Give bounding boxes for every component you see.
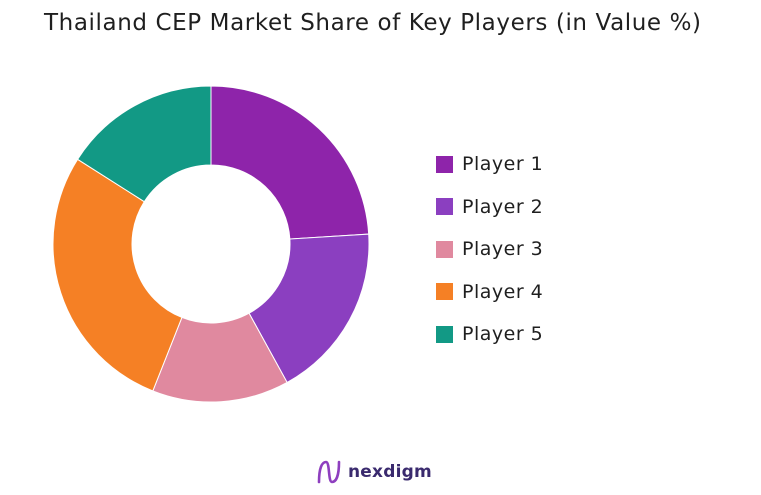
legend-swatch: [436, 325, 453, 343]
legend-swatch: [436, 155, 453, 173]
chart-legend: Player 1 Player 2 Player 3 Player 4 Play…: [436, 143, 543, 356]
donut-slices: [52, 85, 370, 403]
legend-item-player-4: Player 4: [436, 271, 543, 314]
legend-label: Player 5: [462, 323, 544, 346]
legend-item-player-3: Player 3: [436, 228, 543, 271]
legend-swatch: [436, 240, 453, 258]
legend-swatch: [436, 283, 453, 301]
brand-name: nexdigm: [348, 462, 432, 482]
donut-slice-5: [76, 85, 212, 203]
legend-label: Player 3: [462, 238, 544, 261]
legend-item-player-2: Player 2: [436, 186, 543, 229]
donut-slice-4: [52, 158, 183, 392]
legend-item-player-1: Player 1: [436, 143, 543, 186]
donut-slice-2: [248, 233, 370, 384]
nexdigm-logo-icon: [317, 460, 341, 484]
legend-item-player-5: Player 5: [436, 313, 543, 356]
legend-swatch: [436, 198, 453, 216]
donut-slice-1: [210, 85, 370, 240]
legend-label: Player 2: [462, 195, 544, 218]
legend-label: Player 4: [462, 280, 544, 303]
chart-title: Thailand CEP Market Share of Key Players…: [44, 10, 702, 36]
brand-logo: nexdigm: [316, 458, 432, 486]
legend-label: Player 1: [462, 153, 544, 176]
